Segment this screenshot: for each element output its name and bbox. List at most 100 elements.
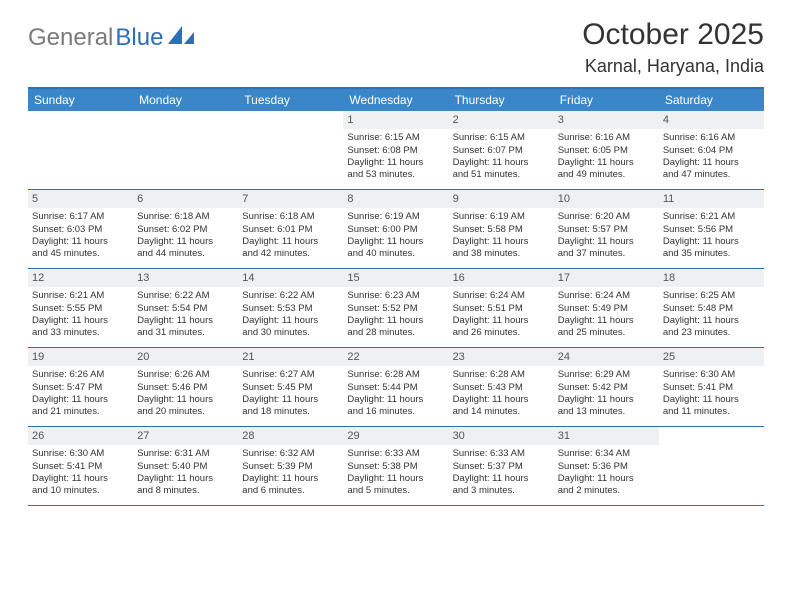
day-sunrise: Sunrise: 6:19 AM: [347, 211, 444, 223]
day-sunset: Sunset: 6:07 PM: [453, 145, 550, 157]
day-sunset: Sunset: 6:04 PM: [663, 145, 760, 157]
week-row: 1Sunrise: 6:15 AMSunset: 6:08 PMDaylight…: [28, 111, 764, 190]
day-sunrise: Sunrise: 6:29 AM: [558, 369, 655, 381]
day-number: 9: [449, 190, 554, 208]
day-sunset: Sunset: 6:02 PM: [137, 224, 234, 236]
day-day1: Daylight: 11 hours: [242, 394, 339, 406]
day-sunset: Sunset: 5:53 PM: [242, 303, 339, 315]
day-day1: Daylight: 11 hours: [137, 236, 234, 248]
day-number: 21: [238, 348, 343, 366]
day-cell: 26Sunrise: 6:30 AMSunset: 5:41 PMDayligh…: [28, 427, 133, 505]
day-day2: and 25 minutes.: [558, 327, 655, 339]
day-sunset: Sunset: 5:57 PM: [558, 224, 655, 236]
day-number: 29: [343, 427, 448, 445]
day-sunrise: Sunrise: 6:32 AM: [242, 448, 339, 460]
day-day1: Daylight: 11 hours: [32, 473, 129, 485]
title-block: October 2025 Karnal, Haryana, India: [582, 18, 764, 77]
day-number: 22: [343, 348, 448, 366]
day-sunrise: Sunrise: 6:31 AM: [137, 448, 234, 460]
day-day2: and 6 minutes.: [242, 485, 339, 497]
day-cell: 30 Sunrise: 6:33 AMSunset: 5:37 PMDayligh…: [449, 427, 554, 505]
dow-cell: Thursday: [449, 89, 554, 111]
day-number: 24: [554, 348, 659, 366]
day-sunset: Sunset: 5:38 PM: [347, 461, 444, 473]
day-sunset: Sunset: 5:58 PM: [453, 224, 550, 236]
day-sunrise: Sunrise: 6:34 AM: [558, 448, 655, 460]
day-number: 27: [133, 427, 238, 445]
day-sunrise: Sunrise: 6:22 AM: [242, 290, 339, 302]
day-cell: 9 Sunrise: 6:19 AMSunset: 5:58 PMDaylight…: [449, 190, 554, 268]
day-sunrise: Sunrise: 6:15 AM: [453, 132, 550, 144]
day-sunrise: Sunrise: 6:28 AM: [347, 369, 444, 381]
day-sunrise: Sunrise: 6:21 AM: [663, 211, 760, 223]
day-cell: [133, 111, 238, 189]
day-number: 23: [449, 348, 554, 366]
day-sunrise: Sunrise: 6:19 AM: [453, 211, 550, 223]
day-day2: and 8 minutes.: [137, 485, 234, 497]
day-cell: 20Sunrise: 6:26 AMSunset: 5:46 PMDayligh…: [133, 348, 238, 426]
day-cell: 24Sunrise: 6:29 AMSunset: 5:42 PMDayligh…: [554, 348, 659, 426]
day-day1: Daylight: 11 hours: [558, 394, 655, 406]
day-sunset: Sunset: 5:37 PM: [453, 461, 550, 473]
day-day2: and 45 minutes.: [32, 248, 129, 260]
day-day1: Daylight: 11 hours: [453, 315, 550, 327]
day-cell: 4Sunrise: 6:16 AMSunset: 6:04 PMDaylight…: [659, 111, 764, 189]
day-day2: and 5 minutes.: [347, 485, 444, 497]
day-day2: and 14 minutes.: [453, 406, 550, 418]
day-number: 11: [659, 190, 764, 208]
day-sunrise: Sunrise: 6:24 AM: [453, 290, 550, 302]
day-cell: 21Sunrise: 6:27 AMSunset: 5:45 PMDayligh…: [238, 348, 343, 426]
day-sunset: Sunset: 5:41 PM: [32, 461, 129, 473]
day-day1: Daylight: 11 hours: [453, 394, 550, 406]
day-cell: 5Sunrise: 6:17 AMSunset: 6:03 PMDaylight…: [28, 190, 133, 268]
day-number: 30: [449, 427, 554, 445]
day-day2: and 37 minutes.: [558, 248, 655, 260]
day-day2: and 40 minutes.: [347, 248, 444, 260]
dow-cell: Wednesday: [343, 89, 448, 111]
day-day1: Daylight: 11 hours: [242, 315, 339, 327]
day-sunrise: Sunrise: 6:24 AM: [558, 290, 655, 302]
day-cell: 31Sunrise: 6:34 AMSunset: 5:36 PMDayligh…: [554, 427, 659, 505]
day-day2: and 31 minutes.: [137, 327, 234, 339]
day-cell: 1Sunrise: 6:15 AMSunset: 6:08 PMDaylight…: [343, 111, 448, 189]
day-sunset: Sunset: 5:51 PM: [453, 303, 550, 315]
day-sunrise: Sunrise: 6:28 AM: [453, 369, 550, 381]
day-number: 12: [28, 269, 133, 287]
day-day2: and 3 minutes.: [453, 485, 550, 497]
day-sunset: Sunset: 5:47 PM: [32, 382, 129, 394]
day-cell: 28Sunrise: 6:32 AMSunset: 5:39 PMDayligh…: [238, 427, 343, 505]
day-day2: and 47 minutes.: [663, 169, 760, 181]
day-day1: Daylight: 11 hours: [32, 315, 129, 327]
day-sunset: Sunset: 5:45 PM: [242, 382, 339, 394]
day-day1: Daylight: 11 hours: [663, 157, 760, 169]
header: General Blue October 2025 Karnal, Haryan…: [28, 18, 764, 77]
day-sunset: Sunset: 5:40 PM: [137, 461, 234, 473]
day-cell: 13Sunrise: 6:22 AMSunset: 5:54 PMDayligh…: [133, 269, 238, 347]
day-number: 19: [28, 348, 133, 366]
day-day2: and 28 minutes.: [347, 327, 444, 339]
day-number: 28: [238, 427, 343, 445]
dow-cell: Monday: [133, 89, 238, 111]
day-number: 8: [343, 190, 448, 208]
day-sunset: Sunset: 5:46 PM: [137, 382, 234, 394]
day-sunrise: Sunrise: 6:20 AM: [558, 211, 655, 223]
day-day2: and 33 minutes.: [32, 327, 129, 339]
day-sunset: Sunset: 6:08 PM: [347, 145, 444, 157]
day-number: 26: [28, 427, 133, 445]
day-day1: Daylight: 11 hours: [347, 315, 444, 327]
day-day2: and 23 minutes.: [663, 327, 760, 339]
day-cell: 15Sunrise: 6:23 AMSunset: 5:52 PMDayligh…: [343, 269, 448, 347]
day-day1: Daylight: 11 hours: [453, 236, 550, 248]
day-number: 5: [28, 190, 133, 208]
dow-cell: Friday: [554, 89, 659, 111]
day-day1: Daylight: 11 hours: [558, 473, 655, 485]
day-sunrise: Sunrise: 6:33 AM: [453, 448, 550, 460]
day-day2: and 2 minutes.: [558, 485, 655, 497]
location-label: Karnal, Haryana, India: [582, 56, 764, 77]
day-day2: and 38 minutes.: [453, 248, 550, 260]
day-day1: Daylight: 11 hours: [453, 473, 550, 485]
day-sunset: Sunset: 6:03 PM: [32, 224, 129, 236]
day-day1: Daylight: 11 hours: [347, 157, 444, 169]
day-number: 1: [343, 111, 448, 129]
day-cell: [659, 427, 764, 505]
